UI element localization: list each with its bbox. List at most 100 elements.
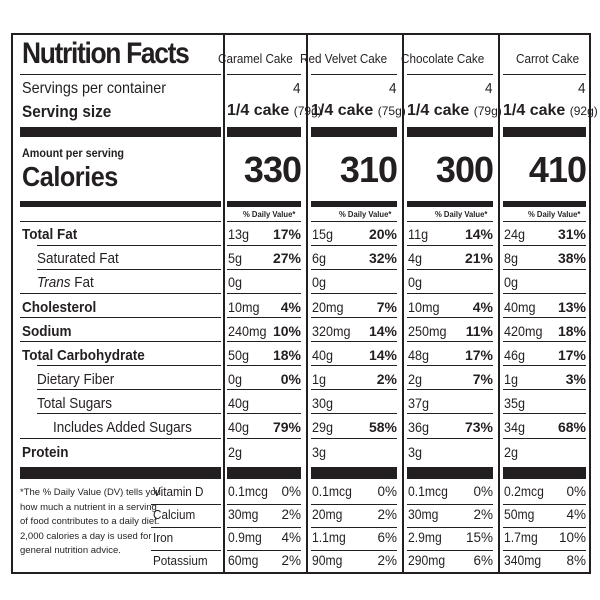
nutrient-amount: 0g xyxy=(228,274,243,290)
divider xyxy=(227,74,301,75)
product-column: Red Velvet Cake 4 1/4 cake (75g) 310 % D… xyxy=(300,35,406,572)
medium-divider xyxy=(407,201,493,207)
vitamin-amount: 0.1mcg xyxy=(312,484,352,499)
nutrient-amount: 6g xyxy=(312,250,327,266)
total-fat-label: Total Fat xyxy=(22,226,78,243)
medium-divider xyxy=(227,201,301,207)
product-column: Chocolate Cake 4 1/4 cake (79g) 300 % Da… xyxy=(401,35,502,572)
row-divider xyxy=(407,504,493,505)
nutrient-amount: 320mg xyxy=(312,323,351,339)
row-divider xyxy=(407,293,493,294)
row-divider xyxy=(503,550,586,551)
nutrient-daily-value: 14% xyxy=(368,323,397,339)
row-divider xyxy=(407,341,493,342)
calcium-label: Calcium xyxy=(153,507,196,522)
row-divider xyxy=(503,269,586,270)
thick-divider xyxy=(20,127,221,137)
nutrient-daily-value: 0% xyxy=(280,371,301,387)
vitamin-daily-value: 4% xyxy=(281,530,301,545)
medium-divider xyxy=(311,201,397,207)
nutrient-amount: 10mg xyxy=(228,299,260,315)
nutrient-amount: 34g xyxy=(504,419,526,435)
daily-value-header: % Daily Value* xyxy=(434,209,488,219)
vitamin-daily-value: 0% xyxy=(377,484,397,499)
vitamin-amount: 30mg xyxy=(228,507,259,522)
calories-label: Calories xyxy=(22,161,118,192)
row-divider xyxy=(503,504,586,505)
row-divider xyxy=(503,413,586,414)
nutrient-daily-value: 58% xyxy=(368,419,397,435)
vitamin-amount: 30mg xyxy=(408,507,439,522)
nutrient-daily-value: 17% xyxy=(272,226,301,242)
row-divider xyxy=(227,504,301,505)
footnote-line: general nutrition advice. xyxy=(20,545,121,556)
nutrient-amount: 20mg xyxy=(312,299,344,315)
vitamin-daily-value: 6% xyxy=(473,553,493,568)
vitamin-daily-value: 10% xyxy=(558,530,586,545)
footnote-line: how much a nutrient in a serving xyxy=(20,501,157,513)
nutrient-amount: 24g xyxy=(504,226,526,242)
vitamin-daily-value: 2% xyxy=(281,507,301,522)
nutrient-daily-value: 18% xyxy=(557,323,586,339)
row-divider xyxy=(503,527,586,528)
row-divider xyxy=(20,341,221,342)
row-divider xyxy=(311,365,397,366)
row-divider xyxy=(227,550,301,551)
nutrient-amount: 240mg xyxy=(228,323,267,339)
cholesterol-label: Cholesterol xyxy=(22,299,97,316)
row-divider xyxy=(227,341,301,342)
nutrient-amount: 3g xyxy=(408,444,423,460)
product-name: Chocolate Cake xyxy=(400,51,484,66)
vitamin-daily-value: 8% xyxy=(566,553,586,568)
vitamin-daily-value: 6% xyxy=(377,530,397,545)
nutrient-amount: 2g xyxy=(408,371,423,387)
row-divider xyxy=(20,293,221,294)
servings-value: 4 xyxy=(577,80,586,97)
calories-value: 300 xyxy=(435,149,494,190)
nutrient-amount: 37g xyxy=(408,395,430,411)
vitamin-amount: 0.2mcg xyxy=(504,484,544,499)
row-divider xyxy=(227,365,301,366)
row-divider xyxy=(227,438,301,439)
thick-divider xyxy=(227,127,301,137)
row-divider xyxy=(407,221,493,222)
vitamin-amount: 0.9mg xyxy=(228,530,262,545)
vitamin-amount: 290mg xyxy=(408,553,446,568)
servings-value: 4 xyxy=(292,80,301,97)
servings-per-container-label: Servings per container xyxy=(22,80,167,97)
row-divider xyxy=(311,269,397,270)
row-divider xyxy=(37,269,221,270)
nutrient-amount: 1g xyxy=(312,371,327,387)
row-divider xyxy=(311,317,397,318)
divider xyxy=(311,74,397,75)
nutrient-amount: 48g xyxy=(408,347,430,363)
vitamin-amount: 1.7mg xyxy=(504,530,538,545)
dietary-fiber-label: Dietary Fiber xyxy=(37,371,115,388)
nutrient-daily-value: 68% xyxy=(557,419,586,435)
row-divider xyxy=(311,438,397,439)
total-sugars-label: Total Sugars xyxy=(37,395,113,412)
nutrient-daily-value: 31% xyxy=(557,226,586,242)
serving-size-amount: 1/4 cake xyxy=(503,102,566,119)
row-divider xyxy=(311,550,397,551)
sodium-label: Sodium xyxy=(22,323,72,340)
vitamin-daily-value: 0% xyxy=(566,484,586,499)
iron-label: Iron xyxy=(153,530,174,545)
nutrient-daily-value: 27% xyxy=(272,250,301,266)
nutrient-amount: 11g xyxy=(408,226,429,242)
nutrient-amount: 8g xyxy=(504,250,519,266)
row-divider xyxy=(503,389,586,390)
vitamin-amount: 1.1mg xyxy=(312,530,346,545)
row-divider xyxy=(311,341,397,342)
serving-size-amount: 1/4 cake xyxy=(227,102,290,119)
row-divider xyxy=(503,341,586,342)
medium-divider xyxy=(20,201,221,207)
thick-divider xyxy=(311,467,397,479)
row-divider xyxy=(503,221,586,222)
nutrient-daily-value: 21% xyxy=(464,250,493,266)
vitamin-daily-value: 2% xyxy=(377,553,397,568)
row-divider xyxy=(407,245,493,246)
divider xyxy=(20,74,221,75)
calories-value: 310 xyxy=(339,149,398,190)
row-divider xyxy=(37,245,221,246)
